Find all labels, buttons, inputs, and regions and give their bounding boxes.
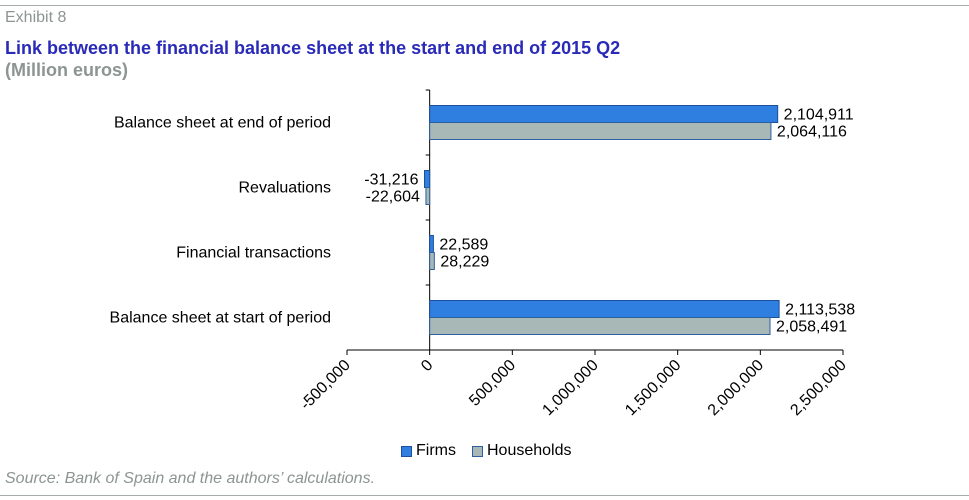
chart-subtitle: (Million euros) [5,60,128,80]
data-label-households: -22,604 [366,189,420,206]
data-label-households: 2,058,491 [776,319,847,336]
exhibit-label: Exhibit 8 [5,9,67,26]
bar-firms [429,235,434,253]
category-label: Financial transactions [176,245,331,262]
data-label-firms: -31,216 [364,172,418,189]
value-axis-tick-label: 1,500,000 [622,357,684,419]
value-axis-tick-label: 500,000 [466,357,519,410]
category-label: Balance sheet at end of period [114,115,331,132]
source-note: Source: Bank of Spain and the authors’ c… [5,470,376,487]
data-label-firms: 2,113,538 [785,302,855,319]
bar-households [429,252,435,270]
legend-item-firms: Firms [401,442,456,460]
legend-swatch-households [471,445,483,457]
top-rule [0,5,969,6]
value-axis-tick-label: 1,000,000 [539,357,601,419]
data-label-households: 2,064,116 [777,124,847,141]
value-axis-tick-label: -500,000 [297,357,354,414]
legend-swatch-firms [401,445,412,457]
data-label-firms: 2,104,911 [784,107,854,124]
data-label-firms: 22,589 [439,237,488,254]
category-label: Revaluations [239,180,332,197]
value-axis-tick-label: 0 [418,357,436,375]
bar-households [429,122,772,140]
bar-firms [424,170,431,188]
legend: Firms Households [401,442,587,460]
bar-households [429,317,771,335]
data-label-households: 28,229 [440,254,489,271]
bar-households [425,187,431,205]
chart-title: Link between the financial balance sheet… [5,38,621,58]
legend-label-households: Households [486,442,572,459]
bottom-rule [0,495,969,496]
legend-label-firms: Firms [416,442,456,459]
bar-firms [429,105,779,123]
value-axis-tick-label: 2,500,000 [787,357,849,419]
bar-firms [429,300,780,318]
legend-item-households: Households [471,442,572,460]
category-label: Balance sheet at start of period [110,310,331,327]
value-axis-tick-label: 2,000,000 [705,357,767,419]
